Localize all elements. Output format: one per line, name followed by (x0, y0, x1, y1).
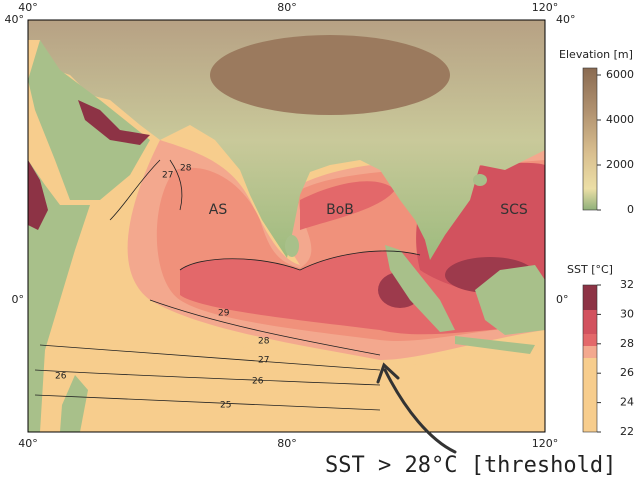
lon-label: 80° (277, 437, 297, 450)
contour-label: 29 (218, 309, 230, 319)
madagascar (60, 375, 88, 432)
sst-colorbar (582, 284, 598, 433)
sst-swatch (583, 346, 597, 358)
contour-label: 26 (55, 372, 67, 382)
sst-swatch (583, 285, 597, 310)
colorbar-tick-label: 24 (620, 396, 634, 409)
sst-29-bob (300, 181, 395, 230)
contour-label: 27 (258, 356, 269, 366)
lat-label: 40° (5, 13, 25, 26)
colorbar-tick-label: 4000 (606, 113, 634, 126)
lat-label: 40° (556, 13, 576, 26)
lat-label: 0° (12, 293, 25, 306)
colorbar-tick-label: 0 (627, 203, 634, 216)
colorbar-tick-label: 28 (620, 337, 634, 350)
lon-label: 40° (18, 437, 38, 450)
colorbar-tick-label: 2000 (606, 158, 634, 171)
legend-title: SST [°C] (567, 263, 613, 276)
legend-title: Elevation [m] (559, 48, 633, 61)
contour-label: 28 (258, 337, 270, 347)
tibet (210, 35, 450, 115)
elevation-colorbar (582, 67, 598, 211)
annotation: SST > 28°C [threshold] (325, 453, 616, 478)
region-label: SCS (500, 202, 528, 218)
sst-frame (582, 284, 598, 433)
java (455, 336, 535, 354)
borneo (475, 265, 545, 335)
sst-swatch (583, 358, 597, 432)
sst-ticks: 32 30 28 26 24 22 (597, 278, 634, 438)
sst-swatch (583, 310, 597, 334)
colorbar-tick-label: 22 (620, 425, 634, 438)
contour-label: 27 (162, 171, 173, 181)
lat-label: 0° (556, 293, 569, 306)
region-label: BoB (326, 202, 354, 218)
sumatra (385, 245, 455, 332)
lon-label: 40° (18, 1, 38, 14)
sst-swatch (583, 334, 597, 346)
colorbar-tick-label: 30 (620, 307, 634, 320)
sri-lanka (285, 235, 299, 257)
contour-label: 26 (252, 377, 264, 387)
sst-26 (28, 340, 545, 432)
africa (28, 160, 90, 432)
lon-label: 80° (277, 1, 297, 14)
colorbar-tick-label: 6000 (606, 68, 634, 81)
region-label: AS (209, 202, 228, 218)
map-body (28, 20, 545, 432)
red-sea (28, 160, 48, 230)
colorbar-tick-label: 26 (620, 366, 634, 379)
lon-label: 120° (532, 437, 559, 450)
annotation-arrow (376, 362, 457, 454)
contour-label: 28 (180, 164, 192, 174)
map-frame (27, 19, 546, 433)
lon-label: 120° (532, 1, 559, 14)
contour-label: 25 (220, 401, 231, 411)
persian-gulf (78, 100, 150, 145)
hainan (473, 174, 487, 186)
colorbar-tick-label: 32 (620, 278, 634, 291)
elevation-ticks: 6000 4000 2000 0 (597, 68, 634, 216)
